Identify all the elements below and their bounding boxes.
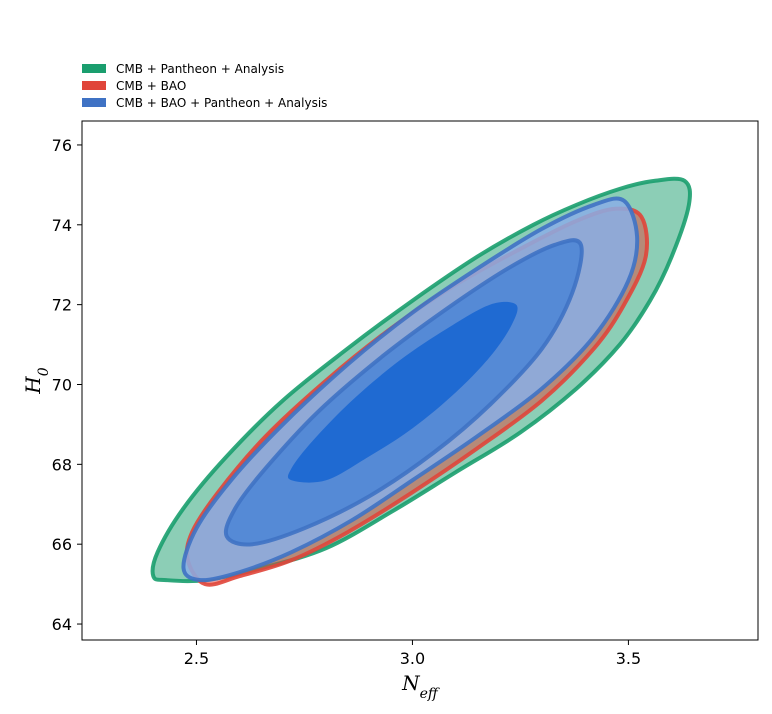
y-tick-label: 74 (52, 216, 72, 235)
x-axis-label: Neff (401, 671, 440, 702)
x-tick-label: 3.0 (400, 649, 425, 668)
y-tick-label: 70 (52, 375, 72, 394)
y-axis-label: H0 (21, 367, 52, 394)
x-axis: 2.5 3.0 3.5 (184, 640, 641, 668)
legend-label: CMB + BAO + Pantheon + Analysis (116, 96, 327, 110)
legend: CMB + Pantheon + Analysis CMB + BAO CMB + … (82, 62, 327, 110)
series-3 (181, 196, 640, 583)
x-tick-label: 2.5 (184, 649, 209, 668)
y-tick-label: 72 (52, 296, 72, 315)
y-axis: 64 66 68 70 72 74 76 (52, 136, 82, 634)
legend-swatch (82, 81, 106, 90)
contour-core-cmb-bao-pantheon-analysis (287, 301, 518, 483)
legend-label: CMB + Pantheon + Analysis (116, 62, 284, 76)
legend-swatch (82, 64, 106, 73)
y-tick-label: 64 (52, 615, 72, 634)
legend-label: CMB + BAO (116, 79, 186, 93)
legend-swatch (82, 98, 106, 107)
plot-frame (81, 120, 759, 641)
y-tick-label: 66 (52, 535, 72, 554)
y-tick-label: 76 (52, 136, 72, 155)
x-tick-label: 3.5 (616, 649, 641, 668)
y-tick-label: 68 (52, 455, 72, 474)
contour-layer (150, 176, 692, 587)
